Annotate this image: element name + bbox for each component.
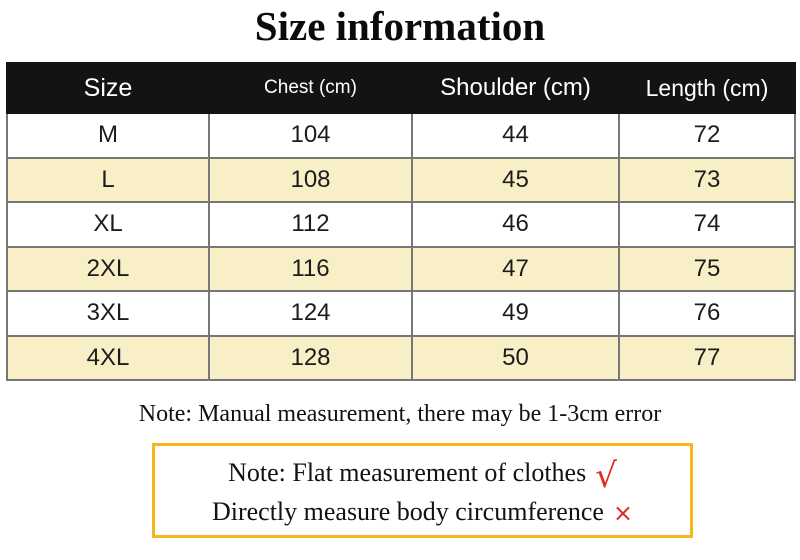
cell-size: 4XL xyxy=(6,334,210,381)
cell-shoulder: 47 xyxy=(411,245,620,292)
cell-length: 73 xyxy=(618,156,796,203)
cell-size: 3XL xyxy=(6,290,210,337)
cell-chest: 116 xyxy=(208,245,413,292)
cell-shoulder: 50 xyxy=(411,334,620,381)
cross-mark-icon: × xyxy=(612,499,634,528)
cell-length: 77 xyxy=(618,334,796,381)
cell-length: 74 xyxy=(618,201,796,248)
cell-length: 76 xyxy=(618,290,796,337)
cell-length: 75 xyxy=(618,245,796,292)
cell-chest: 112 xyxy=(208,201,413,248)
table-row: XL 112 46 74 xyxy=(6,201,796,248)
cell-shoulder: 44 xyxy=(411,112,620,159)
header-size: Size xyxy=(6,62,210,114)
manual-measurement-note: Note: Manual measurement, there may be 1… xyxy=(138,401,662,427)
size-table: Size Chest (cm) Shoulder (cm) Length (cm… xyxy=(6,62,796,381)
cell-size: XL xyxy=(6,201,210,248)
cell-shoulder: 49 xyxy=(411,290,620,337)
table-row: 3XL 124 49 76 xyxy=(6,290,796,337)
cell-chest: 104 xyxy=(208,112,413,159)
cell-chest: 108 xyxy=(208,156,413,203)
cell-size: L xyxy=(6,156,210,203)
table-row: M 104 44 72 xyxy=(6,112,796,159)
cell-size: M xyxy=(6,112,210,159)
header-shoulder: Shoulder (cm) xyxy=(411,62,620,114)
flat-measurement-line: Note: Flat measurement of clothes √ xyxy=(228,455,617,496)
body-circumference-text: Directly measure body circumference xyxy=(211,497,604,527)
flat-measurement-text: Note: Flat measurement of clothes xyxy=(228,457,587,487)
table-row: L 108 45 73 xyxy=(6,156,796,203)
cell-shoulder: 45 xyxy=(411,156,620,203)
table-row: 4XL 128 50 77 xyxy=(6,334,796,381)
cell-shoulder: 46 xyxy=(411,201,620,248)
table-row: 2XL 116 47 75 xyxy=(6,245,796,292)
page-title: Size information xyxy=(254,3,546,49)
header-length: Length (cm) xyxy=(618,62,796,114)
cell-chest: 124 xyxy=(208,290,413,337)
header-chest: Chest (cm) xyxy=(208,62,413,114)
body-circumference-line: Directly measure body circumference × xyxy=(211,497,634,528)
header-row: Size Chest (cm) Shoulder (cm) Length (cm… xyxy=(6,62,796,114)
cell-chest: 128 xyxy=(208,334,413,381)
cell-size: 2XL xyxy=(6,245,210,292)
measurement-note-box: Note: Flat measurement of clothes √ Dire… xyxy=(152,443,693,538)
check-mark-icon: √ xyxy=(595,455,617,496)
size-table-body: M 104 44 72 L 108 45 73 XL 112 46 74 2XL 116 47 75 3XL 12… xyxy=(6,112,796,381)
cell-length: 72 xyxy=(618,112,796,159)
size-table-head: Size Chest (cm) Shoulder (cm) Length (cm… xyxy=(6,62,796,114)
